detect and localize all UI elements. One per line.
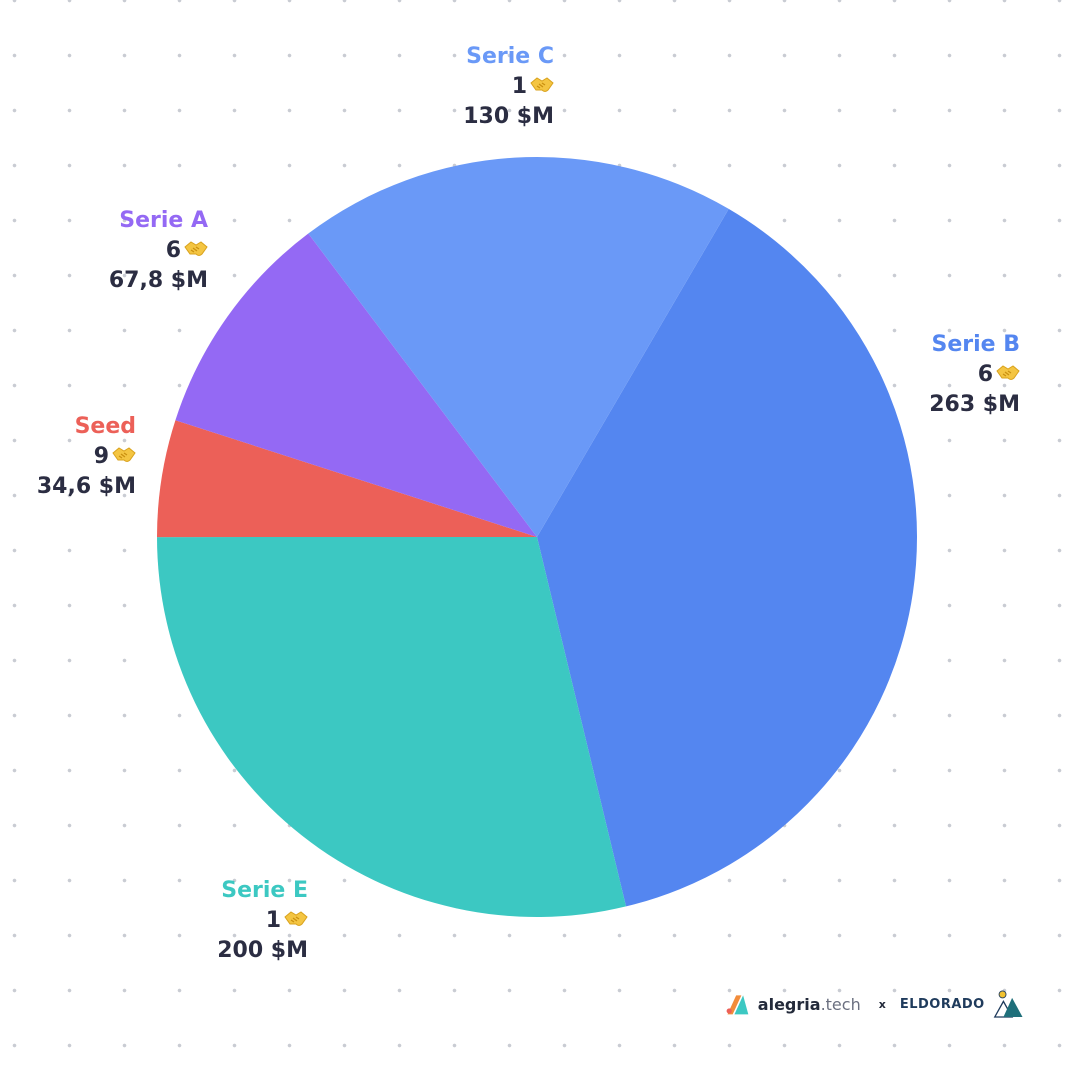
separator: x [878, 997, 886, 1011]
amount: 34,6 $M [36, 474, 136, 499]
deal-count: 6 [165, 238, 181, 263]
amount: 263 $M [929, 392, 1020, 417]
slice-name: Serie B [931, 332, 1020, 357]
slice-name: Serie C [466, 44, 554, 69]
pie-slice-serie-c [308, 157, 729, 537]
slice-name: Seed [74, 414, 136, 439]
slice-name: Serie A [119, 208, 208, 233]
eldorado-logo-icon [993, 990, 1023, 1018]
alegria-logo-icon [726, 995, 749, 1015]
deal-count: 6 [977, 362, 993, 387]
label-seed: Seed 9 34,6 $M [0, 412, 136, 502]
handshake-icon [184, 241, 208, 256]
slice-name: Serie E [221, 878, 308, 903]
footer-branding: alegria.tech x ELDORADO [724, 984, 1024, 1024]
label-serie-e: Serie E 1 200 $M [108, 876, 308, 966]
handshake-icon [996, 365, 1020, 380]
handshake-icon [284, 911, 308, 926]
label-serie-c: Serie C 1 130 $M [354, 42, 554, 132]
eldorado-wordmark: ELDORADO [899, 996, 985, 1012]
deal-count: 1 [265, 908, 281, 933]
pie-slice-serie-a [175, 233, 537, 537]
pie-slice-seed [157, 420, 537, 538]
label-serie-a: Serie A 6 67,8 $M [8, 206, 208, 296]
handshake-icon [530, 77, 554, 92]
amount: 67,8 $M [108, 268, 208, 293]
amount: 130 $M [463, 104, 554, 129]
deal-count: 1 [511, 74, 527, 99]
amount: 200 $M [217, 938, 308, 963]
alegria-wordmark: alegria.tech [757, 994, 861, 1014]
deal-count: 9 [93, 444, 109, 469]
pie-slice-serie-e [157, 537, 627, 918]
pie-slice-serie-b [537, 208, 918, 907]
handshake-icon [112, 447, 136, 462]
label-serie-b: Serie B 6 263 $M [820, 330, 1020, 420]
